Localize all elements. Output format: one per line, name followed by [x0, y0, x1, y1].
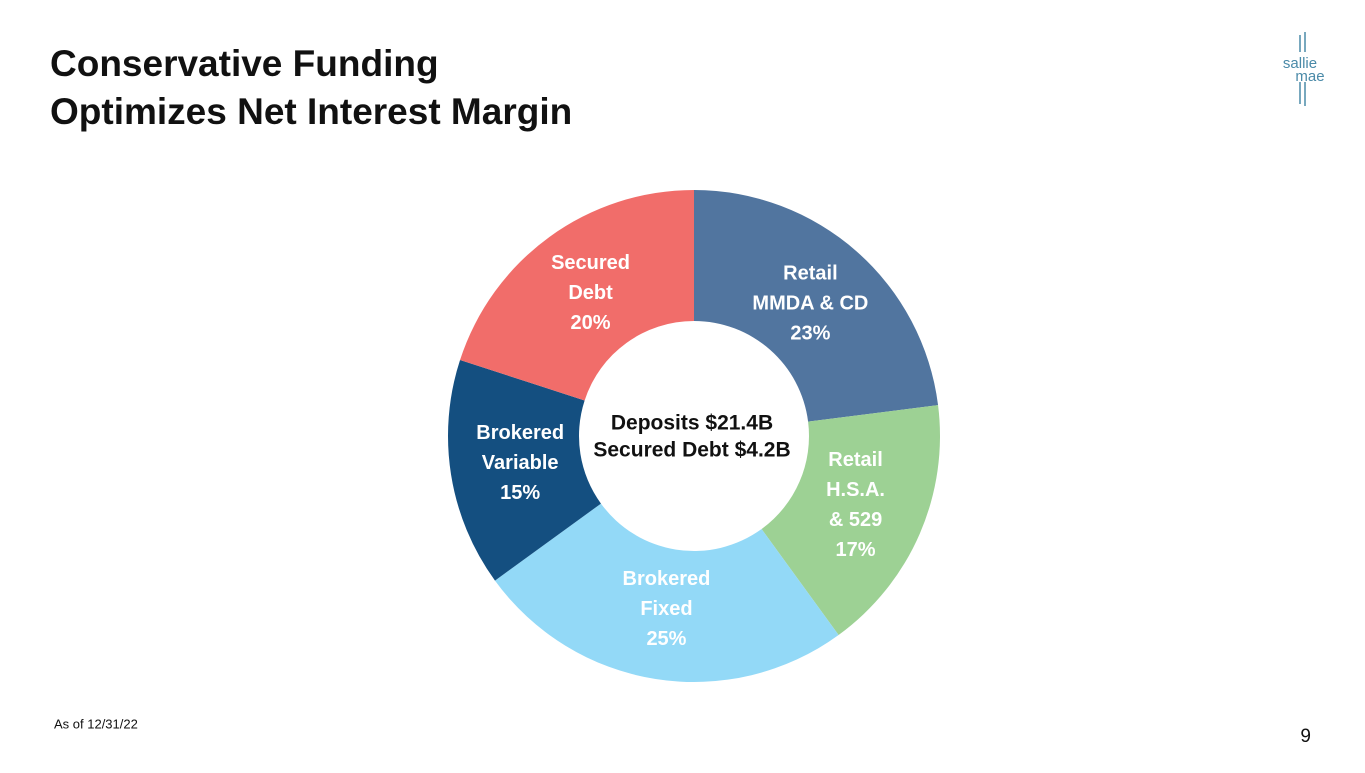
- title-line: Optimizes Net Interest Margin: [50, 91, 572, 132]
- title-line: Conservative Funding: [50, 43, 439, 84]
- donut-slice: [694, 190, 939, 422]
- slice-label: Retail: [828, 449, 882, 471]
- data-label: 23%: [790, 322, 830, 344]
- data-label: 15%: [500, 482, 540, 504]
- slice-label: Debt: [568, 282, 613, 304]
- donut-slice: [448, 359, 601, 581]
- center-label: Secured Debt $4.2B: [593, 439, 790, 462]
- slice-label: Variable: [482, 452, 559, 474]
- data-label: 17%: [836, 539, 876, 561]
- slice-label: & 529: [829, 509, 882, 531]
- logo: [1299, 32, 1306, 106]
- data-label: 25%: [646, 628, 686, 650]
- footnote: As of 12/31/22: [54, 716, 138, 731]
- center-label: Deposits $21.4B: [611, 412, 773, 435]
- logo-text: sallie: [1283, 55, 1317, 72]
- donut-slice: [494, 503, 839, 682]
- slice-label: Brokered: [623, 568, 711, 590]
- slice-label: MMDA & CD: [752, 292, 868, 314]
- donut-slice: [460, 190, 694, 401]
- logo-text: mae: [1295, 68, 1324, 85]
- slice-label: Brokered: [476, 422, 564, 444]
- slice-label: Fixed: [640, 598, 692, 620]
- page-number: 9: [1300, 726, 1311, 747]
- slice-label: H.S.A.: [826, 479, 885, 501]
- donut-chart: Retail MMDA & CD 23% Retail H.S.A. & 529 17% Br…: [448, 190, 940, 682]
- slice-label: Retail: [783, 262, 837, 284]
- donut-slice: [761, 405, 940, 636]
- data-label: 20%: [571, 312, 611, 334]
- slice-label: Secured: [551, 252, 630, 274]
